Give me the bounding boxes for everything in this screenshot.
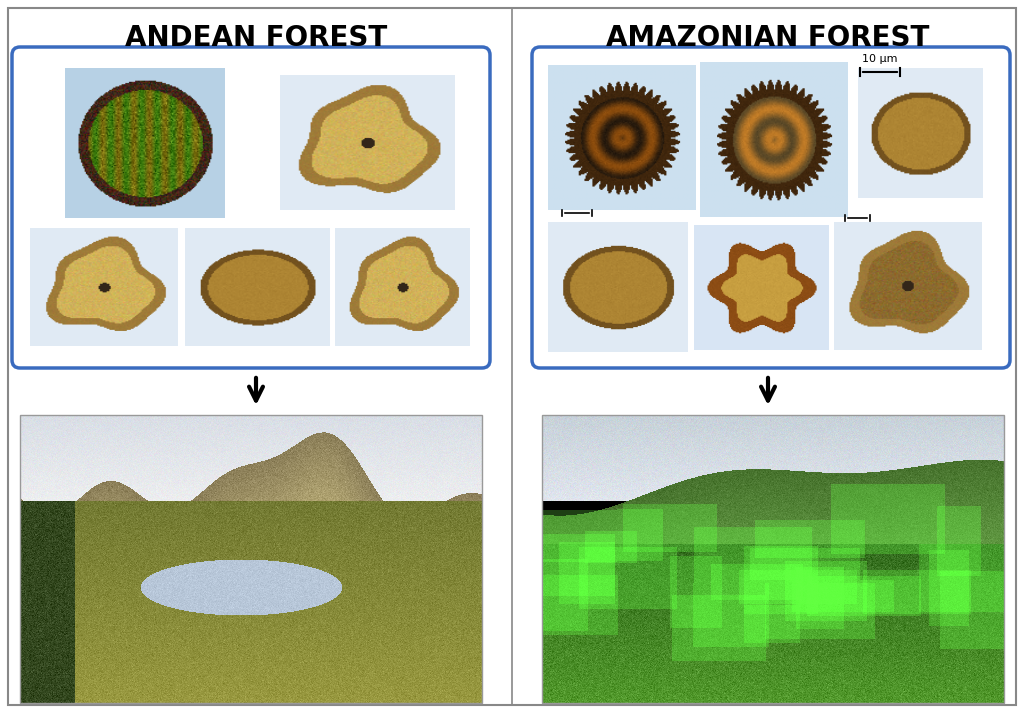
Bar (20, 415, 482, 703)
FancyBboxPatch shape (532, 47, 1010, 368)
FancyBboxPatch shape (12, 47, 490, 368)
FancyBboxPatch shape (8, 8, 1016, 705)
Text: AMAZONIAN FOREST: AMAZONIAN FOREST (606, 24, 930, 52)
Text: ANDEAN FOREST: ANDEAN FOREST (125, 24, 387, 52)
Bar (542, 415, 1004, 703)
Text: 10 μm: 10 μm (862, 54, 898, 64)
